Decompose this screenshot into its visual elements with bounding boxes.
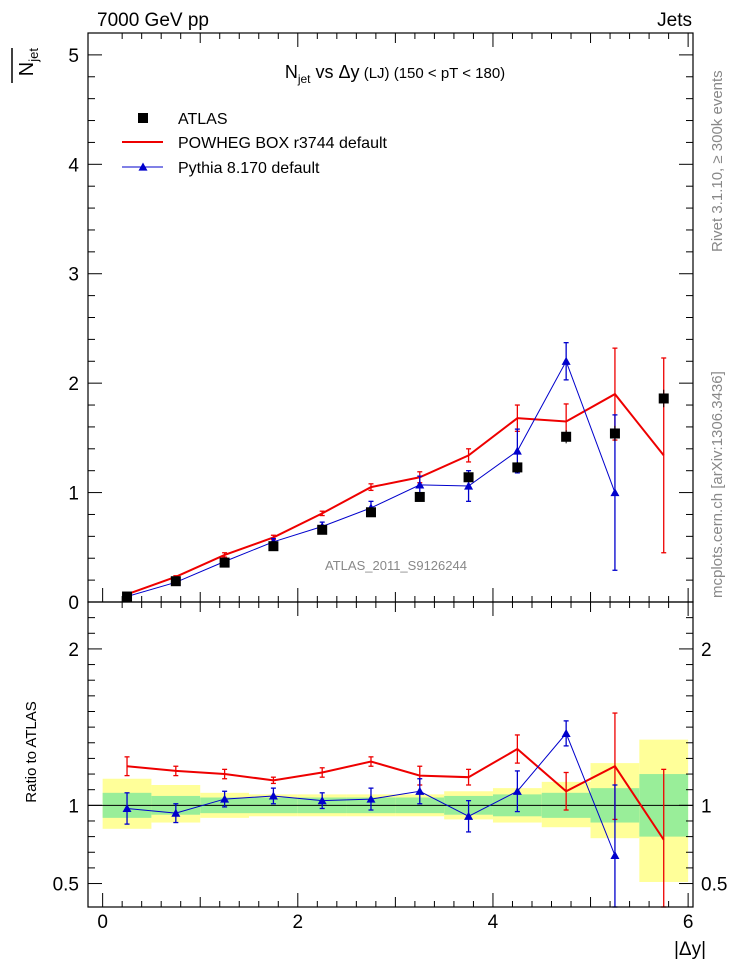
ratio-ytick-label: 0.5 [53, 875, 79, 896]
pythia-marker [512, 446, 522, 455]
ratio-xtick-label: 6 [683, 912, 694, 933]
ratio-pythia-marker [122, 803, 132, 813]
title-sub: jet [297, 72, 311, 86]
legend-label: Pythia 8.170 default [178, 160, 320, 177]
data-point [512, 462, 523, 473]
main-ytick-label: 5 [68, 46, 79, 67]
pythia-marker [464, 481, 474, 490]
ratio-pythia-marker [610, 850, 620, 859]
ratio-ylabel: Ratio to ATLAS [23, 701, 40, 802]
data-point [561, 431, 572, 442]
x-axis-label: |Δy| [674, 939, 706, 960]
data-point [317, 524, 328, 535]
ratio-pythia-marker [512, 786, 522, 795]
ratio-pythia-marker [561, 728, 571, 737]
main-ytick-label: 1 [68, 484, 79, 505]
title-range: (150 < pT < 180) [390, 65, 506, 82]
legend-marker-atlas [138, 113, 148, 123]
ylabel-sub: jet [26, 48, 41, 63]
main-title: Njet vs Δy (LJ) (150 < pT < 180) [285, 62, 505, 86]
ratio-xtick-label: 0 [97, 912, 108, 933]
ratio-pythia-marker [220, 794, 230, 803]
main-panel: 0 1 2 3 4 5 ATLAS_2011_S9126244 ATLAS POWHEG B… [68, 32, 694, 614]
title-n: N [285, 62, 298, 82]
ratio-frame [87, 601, 694, 908]
main-ytick-label: 2 [68, 374, 79, 395]
powheg-line [126, 392, 665, 596]
main-ytick-label: 3 [68, 265, 79, 286]
ratio-bands [88, 739, 693, 882]
data-point [268, 541, 279, 552]
legend-label: ATLAS [178, 111, 228, 128]
ratio-axes: 0.5 0.5 1 1 2 2 0 2 4 6 [53, 602, 727, 933]
main-ytick-label: 4 [68, 155, 79, 176]
title-rest: vs Δy [311, 62, 360, 82]
main-series [122, 342, 669, 602]
data-point [170, 576, 181, 587]
title-small: (LJ) [360, 65, 390, 82]
ratio-pythia-marker [171, 808, 181, 817]
process-label: Jets [657, 10, 692, 31]
mcplots-label: mcplots.cern.ch [arXiv:1306.3436] [709, 371, 726, 598]
ratio-powheg-line [126, 747, 665, 841]
data-point [122, 591, 133, 602]
legend-label: POWHEG BOX r3744 default [178, 135, 388, 152]
pythia-marker [610, 488, 620, 497]
ratio-pythia-marker [268, 791, 278, 800]
data-point [414, 491, 425, 502]
analysis-tag: ATLAS_2011_S9126244 [325, 558, 467, 573]
rivet-label: Rivet 3.1.10, ≥ 300k events [709, 70, 726, 252]
data-point [463, 472, 474, 483]
ratio-pythia-marker [366, 794, 376, 803]
main-axes: 0 1 2 3 4 5 [68, 33, 693, 614]
ratio-xtick-label: 4 [488, 912, 499, 933]
main-ytick-label: 0 [68, 593, 79, 614]
ratio-ytick-label: 2 [68, 640, 79, 661]
legend-marker-pythia [138, 162, 148, 171]
ratio-ytick-label-right: 0.5 [701, 875, 727, 896]
ratio-ytick-label-right: 1 [701, 796, 712, 817]
ratio-ytick-label: 1 [68, 796, 79, 817]
svg-text:Njet: Njet [16, 48, 41, 77]
legend: ATLAS POWHEG BOX r3744 default Pythia 8.17… [122, 111, 388, 177]
ratio-ytick-label-right: 2 [701, 640, 712, 661]
ratio-pythia-marker [317, 796, 327, 805]
ratio-xtick-label: 2 [293, 912, 304, 933]
pythia-marker [415, 480, 425, 489]
ylabel-n: N [16, 62, 38, 76]
ratio-pythia-marker [415, 786, 425, 795]
ratio-series [122, 712, 667, 908]
ratio-pythia-marker [464, 811, 474, 820]
energy-label: 7000 GeV pp [97, 10, 209, 31]
pythia-marker [561, 356, 571, 365]
data-point [365, 507, 376, 518]
data-point [219, 557, 230, 568]
data-point [658, 393, 669, 404]
data-point [609, 428, 620, 439]
ratio-panel: 0.5 0.5 1 1 2 2 0 2 4 6 Ratio to ATLAS |Δy| [23, 601, 727, 960]
main-ylabel: Njet [11, 48, 41, 83]
